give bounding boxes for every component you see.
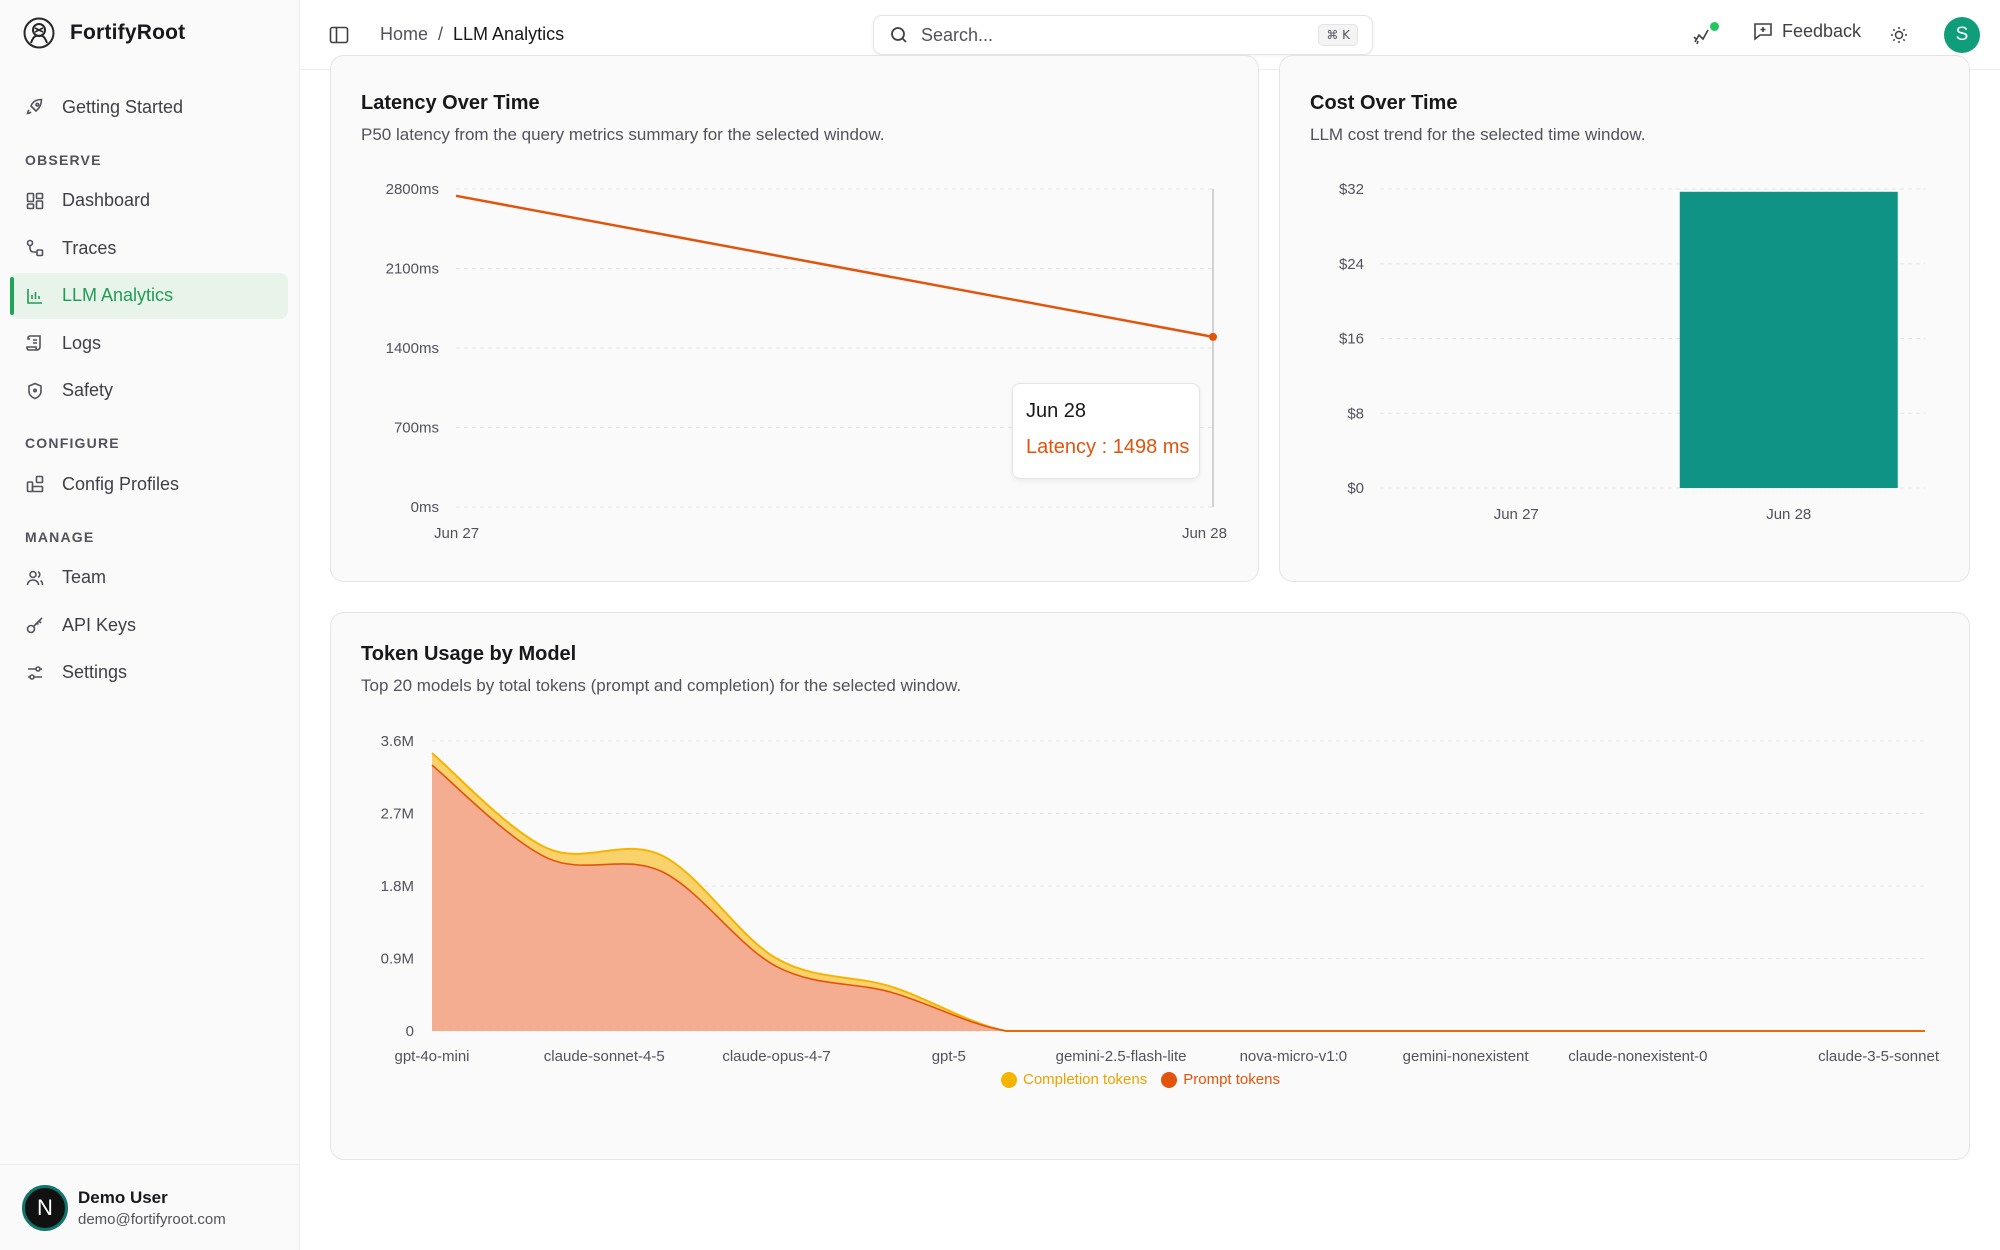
search-shortcut: ⌘ K <box>1318 24 1358 46</box>
theme-toggle-button[interactable] <box>1882 18 1916 52</box>
sidebar-item-label: LLM Analytics <box>62 285 174 305</box>
avatar[interactable]: S <box>1944 17 1980 53</box>
breadcrumb-separator: / <box>438 24 444 44</box>
sidebar-item-label: Safety <box>62 380 114 400</box>
sidebar-section-configure: CONFIGURE <box>25 435 120 451</box>
feedback-button[interactable]: Feedback <box>1752 20 1861 42</box>
user-profile[interactable]: N Demo User demo@fortifyroot.com <box>0 1164 300 1250</box>
sidebar-nav: Getting Started OBSERVE Dashboard Traces… <box>0 84 300 697</box>
card-title: Latency Over Time <box>361 92 540 114</box>
latency-card: Latency Over Time P50 latency from the q… <box>330 55 1259 582</box>
sidebar-item-label: API Keys <box>62 614 137 635</box>
user-name: Demo User <box>78 1187 168 1207</box>
chart-legend: Completion tokens Prompt tokens <box>1001 1071 1280 1088</box>
sidebar-section-observe: OBSERVE <box>25 151 102 168</box>
chart-tooltip: Jun 28 Latency : 1498 ms <box>1012 383 1200 479</box>
sun-icon <box>1891 27 1907 43</box>
sidebar-item-config-profiles[interactable]: Config Profiles <box>10 461 288 507</box>
sliders-icon <box>28 665 42 680</box>
sidebar-item-team[interactable]: Team <box>10 555 288 601</box>
key-icon <box>26 617 43 634</box>
card-title: Token Usage by Model <box>361 643 577 665</box>
sidebar-item-api-keys[interactable]: API Keys <box>10 602 288 648</box>
legend-item-completion[interactable]: Completion tokens <box>1001 1071 1147 1088</box>
notifications-icon[interactable] <box>1690 22 1716 48</box>
traces-icon <box>26 239 44 257</box>
legend-label: Prompt tokens <box>1183 1071 1280 1088</box>
blocks-icon <box>26 475 44 493</box>
avatar: N <box>22 1184 68 1231</box>
sidebar-item-traces[interactable]: Traces <box>10 225 288 271</box>
fortifyroot-logo-icon <box>23 17 55 49</box>
user-email: demo@fortifyroot.com <box>78 1210 226 1228</box>
card-description: Top 20 models by total tokens (prompt an… <box>361 676 962 695</box>
card-description: P50 latency from the query metrics summa… <box>361 125 885 144</box>
legend-swatch <box>1001 1071 1017 1088</box>
card-description: LLM cost trend for the selected time win… <box>1310 125 1646 144</box>
tooltip-date: Jun 28 <box>1026 400 1087 422</box>
breadcrumb: Home / LLM Analytics <box>380 24 564 45</box>
sidebar-item-logs[interactable]: Logs <box>10 320 288 366</box>
bar-chart-icon <box>27 288 42 304</box>
brand[interactable]: FortifyRoot <box>22 16 185 50</box>
shield-icon <box>28 382 42 399</box>
breadcrumb-current: LLM Analytics <box>453 24 565 44</box>
search-placeholder: Search... <box>921 24 994 45</box>
legend-item-prompt[interactable]: Prompt tokens <box>1161 1071 1280 1088</box>
dashboard-grid-icon <box>26 192 44 209</box>
sidebar-toggle-icon[interactable] <box>328 24 350 46</box>
sidebar-item-label: Getting Started <box>62 96 184 117</box>
sidebar-item-label: Logs <box>62 332 102 353</box>
sidebar-item-label: Dashboard <box>62 190 151 210</box>
notification-badge <box>1710 22 1719 31</box>
users-icon <box>26 570 44 585</box>
search-icon <box>891 27 907 43</box>
search-input[interactable]: Search... ⌘ K <box>873 15 1373 55</box>
app-name: FortifyRoot <box>70 21 186 44</box>
sidebar-item-label: Team <box>62 567 107 587</box>
feedback-label: Feedback <box>1782 20 1862 41</box>
breadcrumb-home[interactable]: Home <box>380 24 429 44</box>
sidebar-item-dashboard[interactable]: Dashboard <box>10 178 288 224</box>
legend-label: Completion tokens <box>1023 1071 1148 1088</box>
sidebar-section-manage: MANAGE <box>25 528 95 545</box>
sidebar-item-label: Traces <box>62 237 117 258</box>
sidebar-item-settings[interactable]: Settings <box>10 650 288 696</box>
cost-card: Cost Over Time LLM cost trend for the se… <box>1279 55 1970 582</box>
sidebar-item-getting-started[interactable]: Getting Started <box>10 84 288 130</box>
sidebar-item-llm-analytics[interactable]: LLM Analytics <box>10 272 288 319</box>
sidebar-item-label: Settings <box>62 662 128 682</box>
sidebar: FortifyRoot Getting Started OBSERVE Dash… <box>0 0 300 1250</box>
rocket-icon <box>26 98 43 115</box>
sidebar-item-safety[interactable]: Safety <box>10 368 288 414</box>
message-plus-icon <box>1754 23 1772 41</box>
legend-swatch <box>1161 1071 1178 1088</box>
card-title: Cost Over Time <box>1310 92 1458 114</box>
tooltip-value: Latency : 1498 ms <box>1026 436 1190 458</box>
sidebar-item-label: Config Profiles <box>62 473 180 494</box>
scroll-icon <box>26 335 41 351</box>
